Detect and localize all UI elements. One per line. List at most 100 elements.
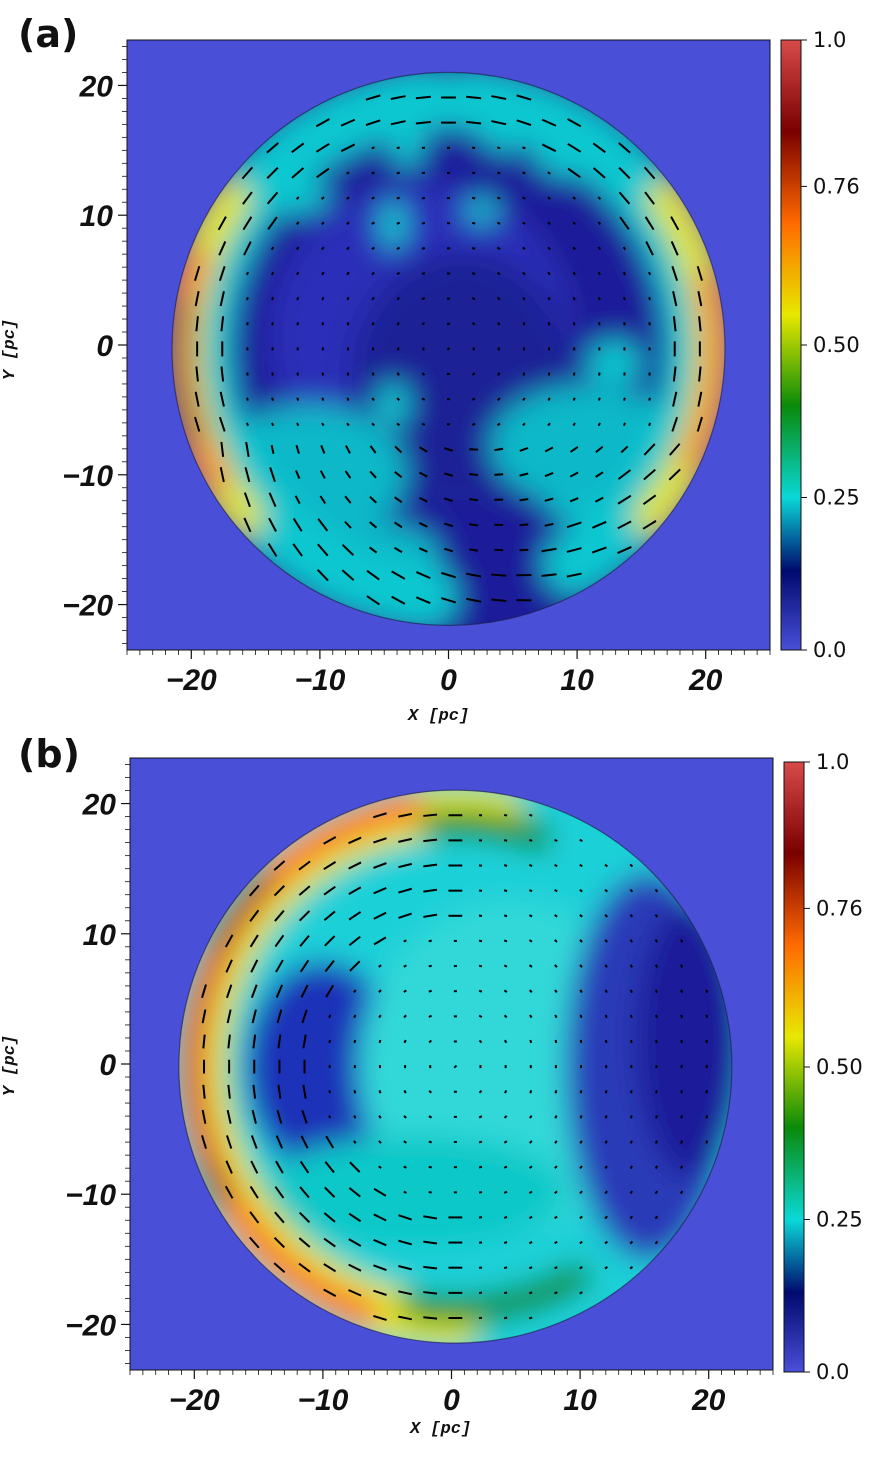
vector-segment	[421, 272, 426, 275]
vector-segment	[324, 1161, 335, 1174]
vector-segment	[396, 246, 401, 250]
colorbar-tick-label: 0.50	[816, 1055, 863, 1079]
vector-segment	[503, 914, 508, 918]
vector-segment	[654, 964, 659, 968]
panel-label: (a)	[18, 12, 79, 56]
vector-segment	[398, 1290, 413, 1296]
vector-segment	[378, 1089, 382, 1094]
x-tick-label: −20	[166, 664, 217, 697]
vector-segment	[705, 1140, 709, 1144]
vector-segment	[478, 1089, 483, 1094]
vector-segment	[224, 934, 234, 948]
vector-segment	[296, 246, 300, 251]
vector-segment	[403, 1014, 407, 1019]
vector-segment	[491, 598, 507, 603]
vector-segment	[201, 984, 207, 999]
vector-segment	[528, 989, 533, 993]
vector-segment	[670, 216, 680, 231]
vector-segment	[554, 914, 558, 918]
vector-segment	[471, 297, 476, 301]
vector-segment	[271, 271, 275, 276]
vector-segment	[619, 216, 630, 230]
x-tick-label: 0	[440, 664, 457, 697]
vector-segment	[341, 569, 355, 581]
vector-segment	[298, 885, 311, 896]
vector-segment	[252, 1084, 257, 1099]
colorbar-tick-label: 0.25	[813, 486, 860, 510]
vector-segment	[423, 1265, 438, 1270]
colorbar-tick-label: 0.50	[813, 333, 860, 357]
vector-segment	[541, 547, 557, 553]
vector-segment	[274, 1211, 285, 1224]
vector-segment	[572, 397, 576, 401]
vector-segment	[371, 196, 375, 200]
vector-segment	[348, 1212, 362, 1223]
vector-segment	[444, 522, 453, 528]
vector-segment	[423, 888, 438, 893]
x-tick-label: 20	[691, 1384, 726, 1417]
vector-segment	[648, 296, 651, 301]
vector-segment	[398, 837, 413, 843]
vector-segment	[566, 521, 582, 529]
vector-segment	[268, 492, 277, 508]
vector-segment	[301, 1009, 308, 1024]
disk-edge	[171, 71, 726, 626]
vector-segment	[469, 523, 479, 527]
colorbar-tick-label: 0.0	[813, 638, 846, 662]
vector-segment	[494, 473, 504, 476]
vector-segment	[324, 960, 335, 973]
vector-segment	[300, 1135, 309, 1149]
x-tick-label: 10	[563, 1384, 597, 1417]
vector-segment	[554, 989, 558, 994]
vector-segment	[617, 469, 632, 480]
vector-segment	[696, 416, 703, 432]
vector-segment	[444, 472, 453, 477]
vector-segment	[300, 984, 309, 998]
vector-segment	[423, 838, 438, 843]
vector-segment	[522, 146, 526, 150]
vector-segment	[324, 1186, 336, 1198]
vector-segment	[269, 467, 276, 483]
vector-segment	[325, 1135, 335, 1149]
vector-segment	[655, 1115, 658, 1119]
vector-segment	[579, 964, 583, 968]
vector-segment	[219, 291, 225, 307]
vector-segment	[348, 886, 362, 895]
vector-segment	[323, 1288, 337, 1298]
vector-segment	[554, 1291, 558, 1295]
vector-segment	[393, 521, 403, 529]
vector-segment	[273, 1236, 286, 1249]
vector-segment	[572, 246, 576, 251]
vector-segment	[567, 118, 582, 128]
vector-segment	[478, 1140, 483, 1144]
vector-segment	[579, 1190, 583, 1195]
vector-segment	[497, 321, 501, 326]
density-blob	[465, 196, 499, 225]
colorbar-tick-label: 1.0	[813, 28, 846, 52]
vector-segment	[321, 422, 325, 427]
vector-segment	[572, 322, 576, 326]
vector-segment	[248, 1236, 260, 1249]
vector-segment	[680, 964, 684, 968]
vector-segment	[291, 167, 305, 179]
vector-segment	[446, 347, 451, 351]
vector-segment	[569, 497, 579, 503]
vector-segment	[547, 271, 551, 276]
vector-segment	[541, 118, 557, 127]
vector-segment	[346, 397, 350, 401]
vector-segment	[390, 95, 406, 100]
vector-segment	[428, 1165, 432, 1169]
vector-segment	[428, 1115, 433, 1119]
vector-segment	[617, 520, 632, 530]
vector-segment	[698, 316, 702, 332]
vector-segment	[547, 397, 551, 401]
vector-segment	[373, 1238, 387, 1247]
y-axis-title: Y [pc]	[1, 318, 21, 381]
vector-segment	[248, 884, 260, 897]
y-tick-label: 0	[96, 330, 113, 363]
vector-segment	[250, 984, 258, 999]
vector-segment	[705, 989, 709, 993]
vector-segment	[654, 1165, 659, 1169]
vector-segment	[371, 271, 375, 276]
vector-segment	[242, 216, 253, 231]
